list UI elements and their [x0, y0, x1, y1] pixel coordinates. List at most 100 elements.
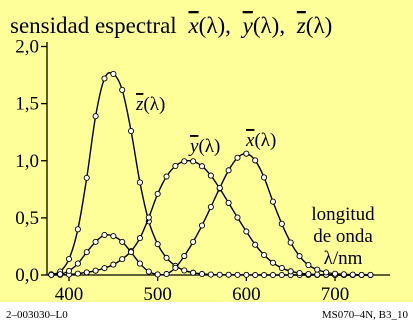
data-point-x — [305, 262, 312, 269]
data-point-z — [198, 270, 206, 278]
series-labels: z(λ)y(λ) x(λ) — [135, 94, 276, 157]
data-point-x — [181, 252, 188, 260]
data-point-x — [163, 270, 170, 278]
y-tick-label: 1,5 — [15, 94, 39, 115]
data-point-x — [207, 203, 214, 211]
data-point-z — [190, 269, 197, 276]
chart-title: sensidad espectral x(λ), y(λ), z(λ) — [10, 13, 332, 38]
series-label-arg: (λ) — [143, 94, 165, 115]
data-point-y — [243, 228, 250, 235]
data-point-y — [110, 261, 117, 268]
data-point-y — [225, 199, 232, 206]
data-point-y — [145, 214, 152, 221]
y-tick-label: 0,5 — [15, 208, 39, 229]
data-point-y — [83, 269, 90, 276]
data-point-y — [296, 270, 303, 277]
data-point-y — [287, 268, 294, 275]
plot-background — [0, 0, 413, 302]
data-point-z — [136, 179, 143, 186]
data-point-y — [198, 163, 206, 170]
data-point-x — [261, 174, 268, 181]
data-point-x — [110, 233, 117, 240]
series-label-letter: z — [135, 94, 144, 115]
data-point-x — [287, 239, 294, 246]
title-function-z: z(λ) — [296, 13, 332, 38]
data-point-y — [92, 267, 99, 274]
y-tick-label: 1,0 — [15, 151, 39, 172]
data-point-z — [225, 271, 232, 278]
data-point-z — [119, 86, 126, 93]
data-point-x — [278, 220, 285, 227]
title-function-x: x(λ), — [187, 13, 230, 38]
data-point-y — [172, 162, 179, 170]
data-point-z — [163, 254, 170, 261]
footer-right-code: MS070–4N, B3_10 — [322, 309, 409, 321]
data-point-y — [119, 256, 126, 263]
data-point-y — [252, 241, 259, 248]
data-point-x — [225, 167, 232, 174]
data-point-x — [243, 150, 250, 157]
data-point-x — [101, 231, 108, 239]
data-point-y — [234, 214, 241, 221]
data-point-x — [57, 271, 64, 278]
data-point-x — [216, 184, 223, 191]
x-axis-label: longitud de onda λ/nm — [311, 204, 375, 269]
data-point-x — [190, 238, 197, 245]
data-point-z — [181, 267, 188, 274]
data-point-x — [172, 264, 179, 271]
data-point-z — [252, 271, 259, 279]
title-function-y: y(λ), — [241, 13, 285, 38]
curves — [48, 70, 374, 279]
data-point-x — [340, 271, 347, 278]
data-point-z — [101, 75, 108, 82]
data-point-z — [154, 241, 161, 248]
series-label-y: y(λ) — [188, 136, 220, 157]
data-point-z — [207, 271, 214, 278]
x-axis-label-line-3: λ/nm — [324, 248, 363, 269]
data-point-z — [234, 271, 241, 278]
y-tick-label: 0,0 — [15, 265, 39, 286]
y-tick-label: 2,0 — [15, 37, 39, 58]
series-label-letter: x — [245, 130, 255, 151]
data-point-y — [269, 259, 276, 266]
data-point-z — [65, 255, 73, 263]
data-point-x — [349, 271, 356, 278]
series-label-x: x(λ) — [245, 130, 276, 151]
data-point-z — [261, 271, 268, 279]
data-point-x — [136, 260, 143, 267]
chart-title-text: sensidad espectral — [10, 13, 177, 38]
x-axis-label-line-1: longitud — [311, 204, 375, 225]
data-point-z — [74, 226, 81, 233]
data-point-x — [48, 271, 55, 278]
data-point-y — [278, 264, 285, 272]
data-point-x — [252, 157, 259, 164]
data-point-z — [216, 271, 223, 278]
data-point-x — [74, 260, 81, 267]
data-point-y — [154, 190, 161, 197]
series-label-letter: y — [188, 136, 199, 157]
data-point-y — [261, 251, 268, 259]
data-point-y — [314, 271, 321, 278]
x-tick-label: 400 — [55, 284, 84, 305]
data-point-y — [136, 235, 143, 242]
data-point-z — [128, 127, 135, 135]
data-point-y — [181, 158, 188, 165]
data-point-x — [314, 266, 321, 273]
data-point-x — [331, 270, 339, 277]
series-label-arg: (λ) — [254, 130, 276, 151]
x-tick-label: 700 — [321, 284, 350, 305]
x-tick-label: 600 — [232, 284, 261, 305]
data-point-x — [296, 253, 303, 260]
data-point-z — [92, 113, 99, 120]
x-axis-label-line-2: de onda — [313, 226, 373, 247]
data-point-x — [198, 222, 206, 229]
data-point-z — [269, 271, 276, 279]
data-point-z — [243, 271, 250, 278]
data-point-y — [101, 265, 108, 272]
data-point-y — [190, 158, 197, 165]
data-point-x — [269, 198, 276, 205]
x-tick-label: 500 — [143, 284, 172, 305]
axes: 0,0 0,5 1,0 1,5 2,0 400 500 600 700 — [15, 37, 390, 305]
data-point-x — [367, 271, 374, 278]
